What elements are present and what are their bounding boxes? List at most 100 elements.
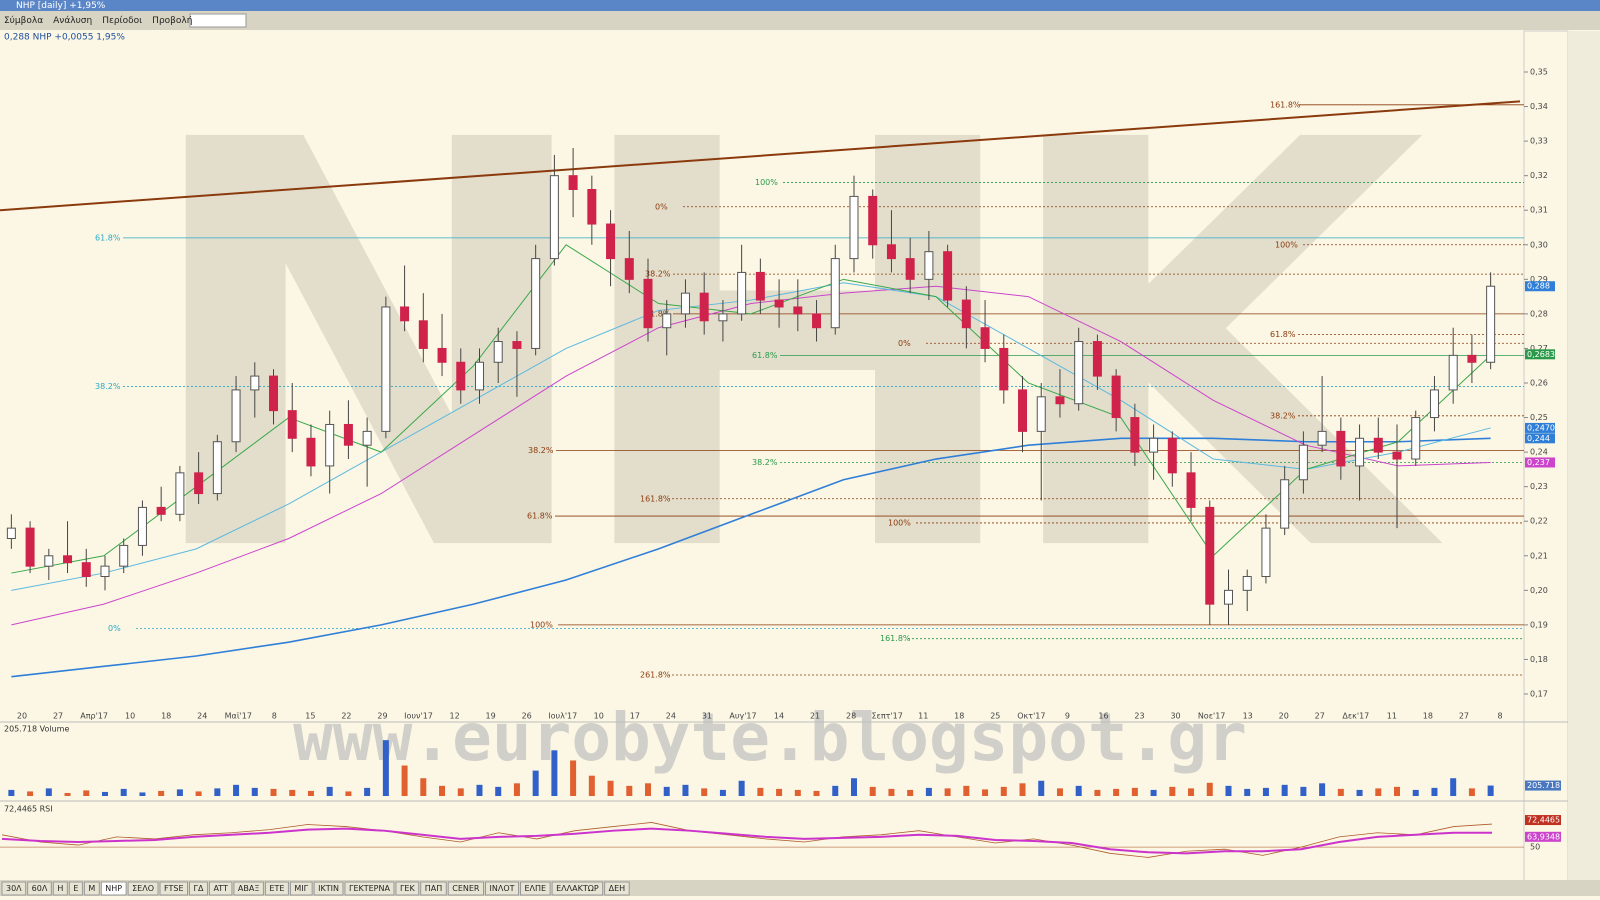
volume-bar: [345, 791, 352, 796]
x-tick-label: Μαϊ'17: [225, 712, 252, 721]
fib-label: 61.8%: [752, 351, 778, 360]
tab[interactable]: [485, 881, 519, 896]
fib-label: 261.8%: [640, 670, 671, 679]
tab-label[interactable]: 30Λ: [6, 884, 22, 893]
price-tag-label: 0,2470: [1527, 423, 1555, 432]
tab-label[interactable]: ΕΤΕ: [269, 884, 284, 893]
tab[interactable]: [604, 881, 630, 896]
tab-label[interactable]: H: [57, 884, 63, 893]
candle-body: [493, 341, 503, 363]
candle-body: [905, 258, 915, 280]
volume-bar: [645, 783, 652, 796]
tab-label[interactable]: ATT: [213, 884, 228, 893]
candle-body: [1223, 589, 1233, 605]
tab[interactable]: [395, 881, 420, 896]
tab[interactable]: [520, 881, 551, 896]
tab[interactable]: [264, 881, 289, 896]
tab[interactable]: [100, 881, 127, 896]
fib-label: 38.2%: [1270, 411, 1296, 420]
candle-body: [961, 299, 971, 329]
right-strip: [1568, 31, 1600, 881]
tab-label[interactable]: ΕΛΠΕ: [525, 884, 547, 893]
x-tick-label: 15: [305, 712, 315, 721]
tab[interactable]: [551, 881, 604, 896]
tab-label[interactable]: ΕΛΛΑΚΤΩΡ: [556, 884, 599, 893]
candle-body: [137, 506, 147, 546]
menu-item[interactable]: Σύμβολα: [4, 15, 43, 26]
x-tick-label: 25: [990, 712, 1000, 721]
menu-item[interactable]: Περίοδοι: [102, 16, 142, 26]
tab-label[interactable]: ΠΑΠ: [425, 884, 443, 893]
tab[interactable]: [68, 881, 83, 896]
volume-bar: [982, 789, 989, 796]
watermark-url: www.eurobyte.blogspot.gr: [293, 699, 1247, 776]
price-tag: [1525, 457, 1555, 468]
x-tick-label: 18: [1423, 712, 1433, 721]
tab[interactable]: [344, 881, 395, 896]
y-tick-label: 0,26: [1530, 379, 1548, 388]
volume-bar: [1412, 789, 1419, 796]
tab-label[interactable]: ΓΔ: [194, 884, 204, 893]
tab-label[interactable]: E: [73, 884, 78, 893]
tab-label[interactable]: ΓΕΚ: [400, 884, 416, 893]
candle-body: [699, 292, 709, 322]
x-tick-label: 16: [1098, 712, 1108, 721]
y-tick-label: 0,29: [1530, 275, 1548, 284]
volume-bar: [139, 792, 146, 796]
tab[interactable]: [313, 881, 344, 896]
tab-label[interactable]: ΙΚΤΙΝ: [318, 884, 339, 893]
tab-label[interactable]: 60Λ: [32, 884, 48, 893]
tab[interactable]: [189, 881, 208, 896]
volume-bar: [1450, 778, 1457, 796]
fib-label: 0%: [898, 339, 911, 348]
tab[interactable]: [83, 881, 100, 896]
tab[interactable]: [127, 881, 159, 896]
x-tick-label: 29: [377, 712, 387, 721]
menu-item[interactable]: Ανάλυση: [53, 16, 92, 26]
y-tick-label: 0,23: [1530, 482, 1548, 491]
candle-body: [306, 437, 316, 467]
tab[interactable]: [447, 881, 484, 896]
tab[interactable]: [27, 881, 52, 896]
rsi-header: 72,4465 RSI: [4, 805, 53, 814]
volume-bar: [869, 786, 876, 796]
tab-label[interactable]: ΣΕΛΟ: [132, 884, 154, 893]
candle-body: [1336, 430, 1346, 467]
fib-label: 0%: [108, 624, 121, 633]
tab-label[interactable]: FTSE: [164, 884, 183, 893]
candle-body: [269, 375, 279, 412]
candle-body: [587, 188, 597, 225]
search-box[interactable]: [189, 13, 247, 28]
tab[interactable]: [52, 881, 68, 896]
tab[interactable]: [233, 881, 264, 896]
tab-label[interactable]: ΔΕΗ: [609, 884, 626, 893]
tab[interactable]: [289, 881, 313, 896]
tab[interactable]: [159, 881, 188, 896]
volume-bar: [1169, 786, 1176, 796]
candle-body: [287, 410, 297, 439]
candle-body: [1055, 396, 1065, 405]
fib-label: 100%: [1275, 240, 1298, 249]
tab[interactable]: [1, 881, 27, 896]
tab-label[interactable]: M: [88, 884, 95, 893]
tab-label[interactable]: ΙΝΛΟΤ: [490, 884, 515, 893]
tab[interactable]: [420, 881, 447, 896]
candle-body: [1018, 389, 1028, 432]
x-tick-label: 24: [666, 712, 676, 721]
tab-label[interactable]: ΜΙΓ: [294, 884, 308, 893]
volume-bar: [364, 787, 371, 796]
fib-label: 100%: [530, 620, 553, 629]
tab-label[interactable]: NHP: [105, 884, 122, 893]
candle-body: [156, 506, 166, 515]
candle-body: [456, 361, 466, 391]
tab-label[interactable]: ΑΒΑΞ: [238, 884, 260, 893]
y-tick-label: 0,28: [1530, 309, 1548, 318]
tab-label[interactable]: ΓΕΚΤΕΡΝΑ: [349, 884, 391, 893]
menu-item[interactable]: Προβολή: [152, 16, 192, 26]
volume-bar: [1468, 788, 1475, 796]
tab-label[interactable]: CENER: [452, 884, 480, 893]
tab[interactable]: [208, 881, 233, 896]
volume-bar: [457, 788, 464, 796]
volume-tag: [1525, 780, 1561, 791]
